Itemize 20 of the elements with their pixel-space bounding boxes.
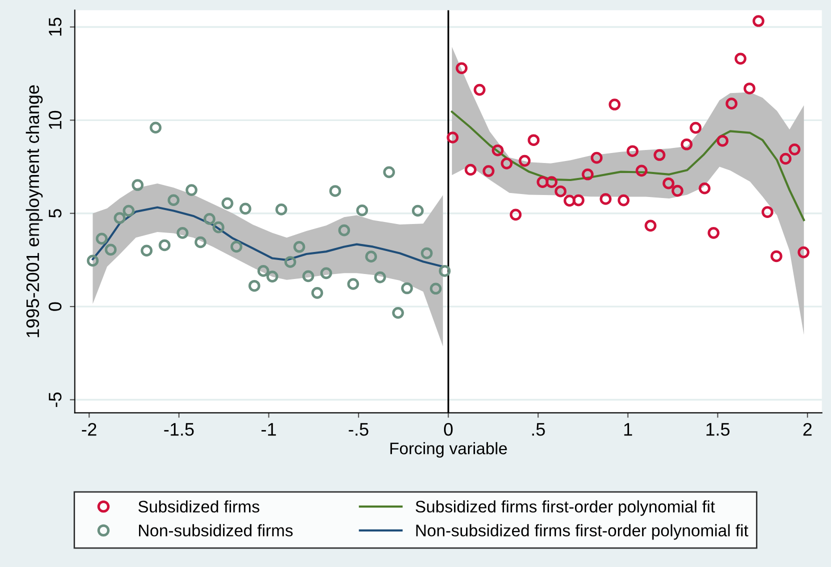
x-tick-label: -.5 <box>348 423 368 436</box>
x-tick-label: .5 <box>532 423 545 436</box>
y-tick-label: 15 <box>48 18 62 36</box>
legend-label: Subsidized firms <box>138 500 260 513</box>
x-tick-label: 2 <box>803 422 812 436</box>
x-tick-label: 0 <box>444 422 453 436</box>
y-tick-label: 0 <box>48 302 62 311</box>
x-tick-label: -1.5 <box>164 423 194 436</box>
x-axis-title: Forcing variable <box>390 442 507 458</box>
legend-label: Non-subsidized firms first-order polynomial fit <box>416 524 748 540</box>
x-tick-label: -1 <box>262 423 276 436</box>
y-axis-title: 1995-2001 employment change <box>26 85 43 338</box>
y-tick-label: -5 <box>48 392 62 407</box>
legend-label: Subsidized firms first-order polynomial fit <box>416 500 715 516</box>
y-tick-label: 5 <box>48 209 62 218</box>
x-tick-label: -2 <box>82 422 96 436</box>
y-tick-label: 10 <box>48 110 62 129</box>
legend-label: Non-subsidized firms <box>139 524 293 536</box>
x-tick-label: 1.5 <box>706 423 730 436</box>
x-tick-label: 1 <box>624 423 632 436</box>
